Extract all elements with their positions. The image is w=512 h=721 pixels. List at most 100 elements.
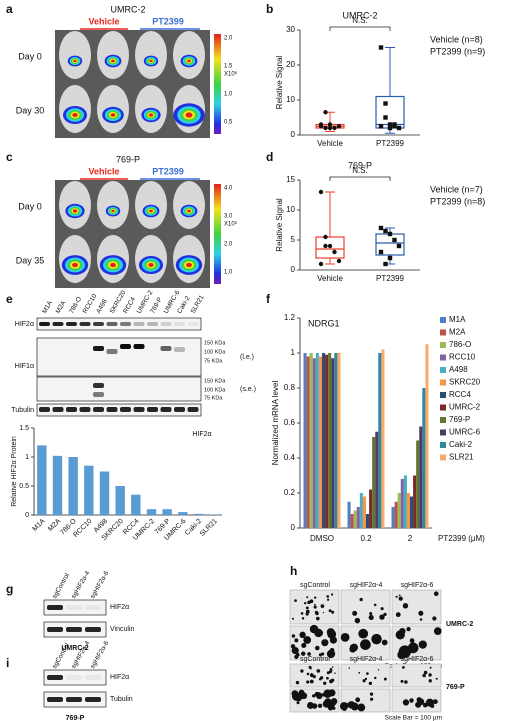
legend-swatch bbox=[440, 454, 446, 461]
lane-label: sgHIF2α-6 bbox=[89, 570, 110, 600]
group-label: Vehicle bbox=[88, 16, 119, 26]
bar bbox=[331, 358, 335, 528]
signal-blob bbox=[73, 59, 77, 63]
legend-swatch bbox=[440, 367, 446, 373]
data-point bbox=[318, 189, 324, 195]
bar bbox=[381, 349, 385, 528]
signal-blob bbox=[187, 59, 191, 63]
colony bbox=[326, 595, 330, 598]
signal-blob bbox=[110, 113, 116, 117]
colony bbox=[295, 652, 300, 657]
colony bbox=[366, 672, 369, 675]
blot-frame bbox=[36, 403, 202, 417]
colony bbox=[316, 669, 321, 673]
colony bbox=[368, 614, 374, 621]
x-tick-label: M1A bbox=[31, 518, 46, 533]
colorbar-tick: 3.0 bbox=[224, 214, 233, 220]
significance-bracket bbox=[329, 176, 391, 181]
colony bbox=[301, 651, 306, 656]
colony bbox=[417, 698, 425, 706]
panel-label: f bbox=[266, 292, 271, 306]
lane-label: A498 bbox=[95, 298, 109, 315]
colony bbox=[291, 617, 295, 620]
blot-frame bbox=[36, 337, 202, 377]
colony bbox=[298, 689, 305, 696]
colony bbox=[326, 598, 330, 601]
axis bbox=[33, 428, 222, 516]
blot-band bbox=[66, 675, 82, 680]
colony bbox=[310, 680, 314, 684]
colony bbox=[300, 669, 304, 673]
colony bbox=[322, 641, 326, 645]
bar bbox=[353, 510, 357, 528]
bar bbox=[315, 353, 319, 528]
colony bbox=[305, 606, 309, 610]
row-label: HIF1α bbox=[15, 363, 34, 370]
bar bbox=[394, 501, 398, 528]
annotation: N.S. bbox=[352, 16, 368, 25]
blot-band bbox=[160, 407, 172, 412]
signal-blob bbox=[149, 209, 153, 213]
legend-label: PT2399 (n=9) bbox=[430, 46, 485, 56]
colony bbox=[329, 679, 333, 684]
colony bbox=[291, 646, 299, 655]
bar bbox=[334, 353, 338, 528]
day-label: Day 30 bbox=[16, 105, 45, 115]
colony bbox=[399, 627, 406, 635]
lane-label: sgControl bbox=[51, 572, 71, 600]
colony bbox=[317, 703, 323, 709]
data-point bbox=[392, 122, 397, 127]
y-tick-label: 1 bbox=[291, 348, 296, 357]
colony bbox=[343, 702, 349, 708]
colony bbox=[364, 677, 368, 681]
y-tick-label: 20 bbox=[286, 60, 295, 69]
blot-band bbox=[174, 322, 185, 326]
colony bbox=[374, 676, 377, 680]
legend-label: SKRC20 bbox=[449, 378, 481, 387]
bar bbox=[347, 501, 351, 528]
group-label: Vehicle bbox=[88, 166, 119, 176]
data-point bbox=[383, 101, 388, 106]
bar bbox=[366, 514, 370, 528]
blot-frame bbox=[36, 376, 202, 402]
bar bbox=[397, 493, 401, 528]
bar bbox=[356, 507, 360, 528]
column-label: sgControl bbox=[300, 582, 330, 589]
cell-line-label: UMRC-2 bbox=[446, 621, 473, 628]
colony bbox=[418, 640, 427, 649]
colony bbox=[313, 605, 317, 609]
legend-label: RCC10 bbox=[449, 353, 476, 362]
bar bbox=[369, 489, 373, 528]
legend-label: 786-O bbox=[449, 340, 471, 349]
colony bbox=[301, 642, 307, 648]
y-tick-label: 10 bbox=[286, 205, 295, 214]
signal-blob bbox=[72, 209, 78, 213]
colony bbox=[309, 599, 314, 604]
blot-band bbox=[93, 392, 104, 397]
bar bbox=[131, 494, 141, 515]
data-point bbox=[392, 237, 397, 243]
colony bbox=[358, 671, 361, 674]
signal-blob bbox=[148, 263, 154, 267]
y-axis-label: Relative HIF2α Protein bbox=[11, 436, 18, 507]
legend-swatch bbox=[440, 404, 446, 411]
colorbar-tick: 1.0 bbox=[224, 270, 233, 276]
bar bbox=[328, 353, 332, 528]
legend-label: UMRC-2 bbox=[449, 403, 481, 412]
data-point bbox=[336, 258, 342, 264]
signal-blob bbox=[185, 112, 193, 118]
panel-label: e bbox=[6, 292, 13, 306]
colony bbox=[370, 697, 374, 701]
bar bbox=[419, 426, 423, 528]
bar bbox=[425, 344, 429, 528]
legend-label: M1A bbox=[449, 315, 466, 324]
blot-band bbox=[147, 322, 158, 326]
marker-label: 100 KDa bbox=[204, 387, 226, 393]
colony bbox=[331, 610, 335, 614]
bar bbox=[84, 465, 94, 515]
legend-swatch bbox=[440, 392, 446, 398]
data-point bbox=[323, 125, 328, 131]
bar bbox=[37, 445, 47, 515]
legend-label: RCC4 bbox=[449, 390, 471, 399]
blot-band bbox=[66, 697, 82, 702]
